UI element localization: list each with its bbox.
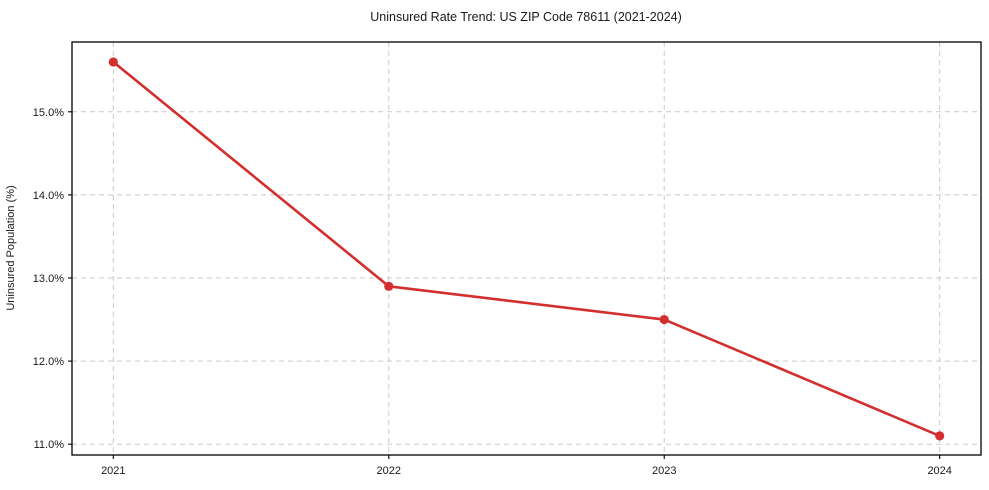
y-tick-label: 12.0% [33,356,64,368]
y-tick-label: 15.0% [33,107,64,119]
series-layer [108,57,945,441]
data-point-2022 [384,281,394,291]
tick-layer: 2021 2022 2023 2024 11.0% 12.0% 13.0% 14.0% 15.0… [33,107,952,477]
y-tick-label: 13.0% [33,273,64,285]
x-tick-label: 2022 [377,465,401,477]
data-point-2021 [108,57,118,67]
data-point-2024 [935,431,945,441]
x-tick-label: 2021 [101,465,125,477]
y-tick-label: 11.0% [34,439,65,451]
data-point-2023 [659,314,669,325]
grid-layer [72,42,981,455]
chart-title: Uninsured Rate Trend: US ZIP Code 78611 … [370,10,682,24]
trend-line [112,60,941,438]
x-tick-label: 2023 [652,465,676,477]
x-tick-label: 2024 [927,465,951,477]
y-axis-label: Uninsured Population (%) [5,185,17,310]
plot-frame [71,41,982,456]
y-tick-label: 14.0% [33,190,64,202]
